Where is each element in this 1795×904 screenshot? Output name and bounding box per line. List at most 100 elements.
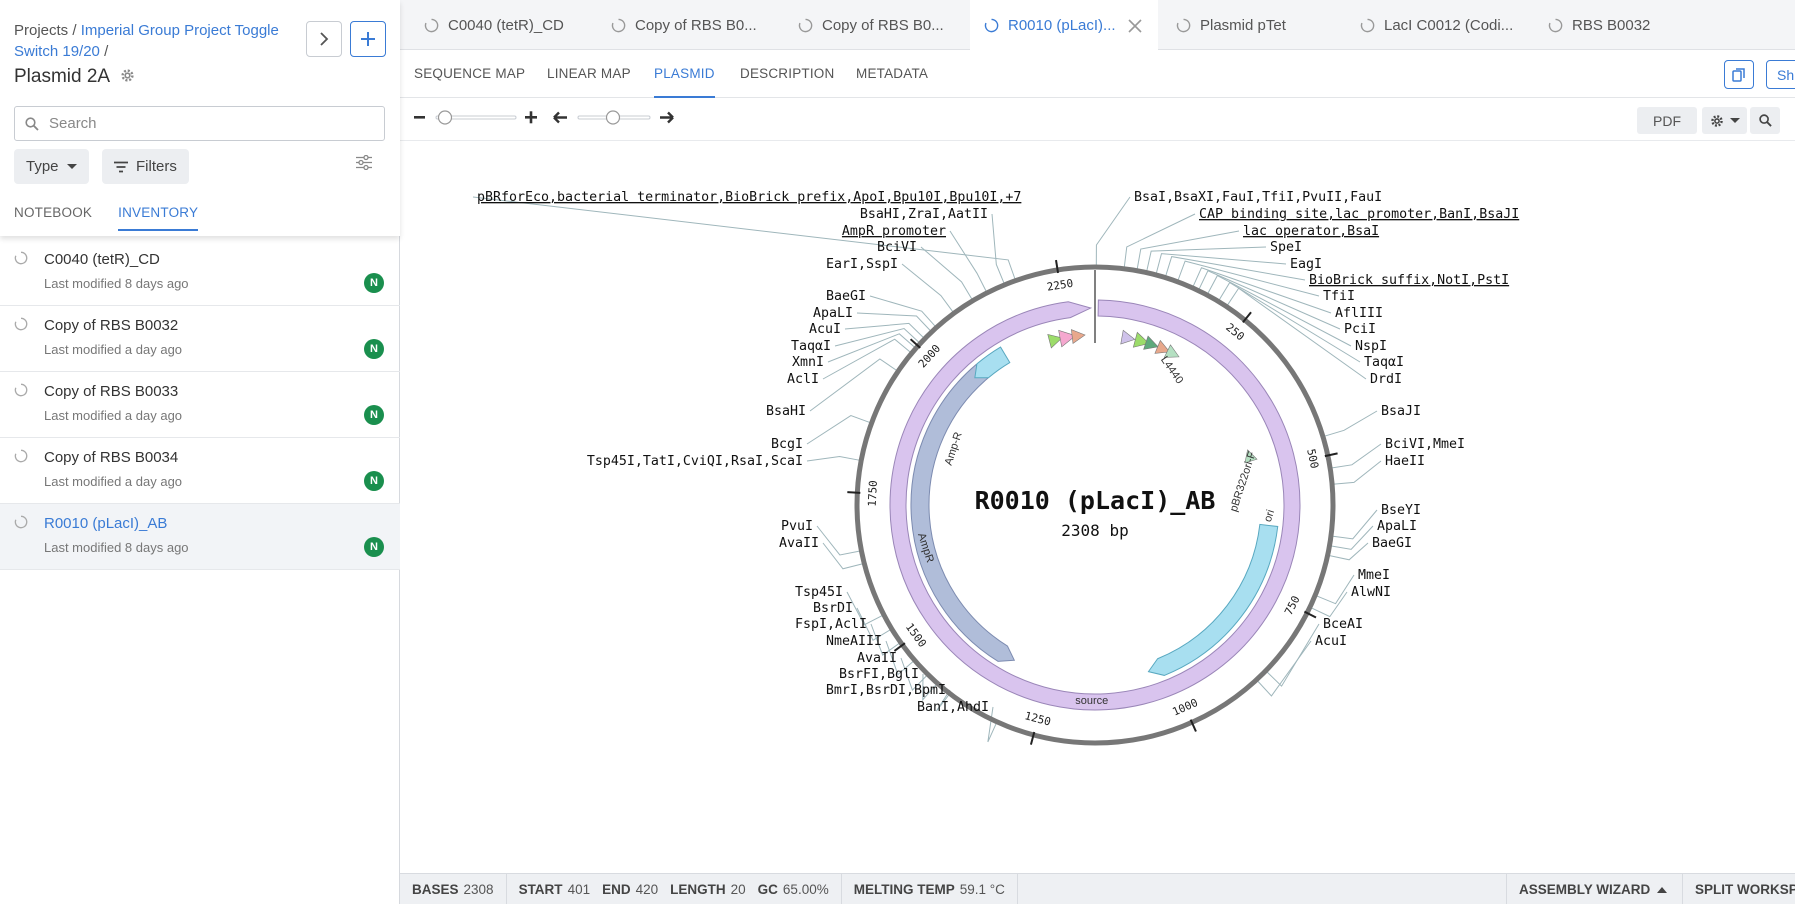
enzyme-label[interactable]: ApaLI [813,306,853,321]
copy-button[interactable] [1724,60,1754,89]
enzyme-label[interactable]: BcgI [771,437,803,452]
file-tab[interactable]: R0010 (pLacI)... [970,0,1158,51]
enzyme-label[interactable]: ApaLI [1377,519,1417,534]
feature-label[interactable]: L4440 [1158,354,1185,386]
gear-icon[interactable] [120,68,135,83]
l4440-marker[interactable] [1163,344,1180,358]
enzyme-label[interactable]: BceAI [1323,617,1363,632]
add-button[interactable] [350,21,386,57]
enzyme-label[interactable]: BmrI,BsrDI,BpmI [826,683,946,698]
enzyme-label[interactable]: BsaI,BsaXI,FauI,TfiI,PvuII,FauI [1134,190,1382,205]
amp-r-primer-feature[interactable] [974,346,1011,379]
rbs-marker[interactable] [1154,339,1171,354]
enzyme-label[interactable]: pBRforEco,bacterial terminator,BioBrick … [477,190,1021,205]
enzyme-label[interactable]: BciVI,MmeI [1385,437,1465,452]
tab-inventory[interactable]: INVENTORY [118,205,199,231]
zoom-out-icon[interactable] [414,116,425,119]
expand-button[interactable] [306,21,342,57]
terminator-marker[interactable] [1120,329,1136,345]
rotate-slider[interactable] [577,110,651,125]
enzyme-label[interactable]: AcuI [1315,634,1347,649]
enzyme-label[interactable]: BsaJI [1381,404,1421,419]
enzyme-label[interactable]: NspI [1355,339,1387,354]
list-item[interactable]: Copy of RBS B0033 Last modified a day ago… [0,372,400,438]
file-tab[interactable]: Plasmid pTet [1176,0,1360,50]
settings-dropdown[interactable] [1702,107,1747,134]
enzyme-label[interactable]: BsaHI,ZraI,AatII [860,207,988,222]
enzyme-label[interactable]: AvaII [857,651,897,666]
enzyme-label[interactable]: EarI,SspI [826,257,898,272]
ori-feature[interactable] [1147,523,1279,676]
enzyme-label[interactable]: CAP binding site,lac promoter,BanI,BsaJI [1199,207,1519,222]
enzyme-label[interactable]: BioBrick suffix,NotI,PstI [1309,273,1509,288]
promoter-marker[interactable] [1047,333,1063,349]
breadcrumb-root[interactable]: Projects / [14,22,77,39]
rotate-left-icon[interactable] [553,111,567,124]
source-feature[interactable] [889,299,1301,711]
enzyme-label[interactable]: MmeI [1358,568,1390,583]
enzyme-label[interactable]: TaqαI [1364,355,1404,370]
filters-button[interactable]: Filters [102,149,189,184]
enzyme-label[interactable]: PvuI [781,519,813,534]
search-input[interactable] [49,115,349,132]
enzyme-label[interactable]: PciI [1344,322,1376,337]
cap-site-marker[interactable] [1070,329,1086,344]
tab-notebook[interactable]: NOTEBOOK [14,205,93,220]
enzyme-label[interactable]: NmeAIII [826,634,882,649]
assembly-wizard-button[interactable]: ASSEMBLY WIZARD [1506,874,1682,904]
enzyme-label[interactable]: AclI [787,372,819,387]
biobrick-marker[interactable] [1132,331,1150,348]
type-dropdown[interactable]: Type [14,149,89,184]
feature-label[interactable]: Amp-R [943,431,965,467]
enzyme-label[interactable]: XmnI [792,355,824,370]
list-item[interactable]: C0040 (tetR)_CD Last modified 8 days ago N [0,240,400,306]
enzyme-label[interactable]: BaeGI [826,289,866,304]
enzyme-label[interactable]: BseYI [1381,503,1421,518]
enzyme-label[interactable]: BsrDI [813,601,853,616]
feature-label[interactable]: ori [1262,508,1277,523]
share-button[interactable]: Sh [1766,60,1795,89]
list-item[interactable]: R0010 (pLacI)_AB Last modified 8 days ago… [0,504,400,570]
enzyme-label[interactable]: EagI [1290,257,1322,272]
enzyme-label[interactable]: Tsp45I,TatI,CviQI,RsaI,ScaI [587,454,803,469]
enzyme-label[interactable]: AmpR promoter [842,224,946,239]
tab-linear-map[interactable]: LINEAR MAP [547,66,631,81]
feature-label[interactable]: source [1075,695,1108,707]
list-item[interactable]: Copy of RBS B0032 Last modified a day ago… [0,306,400,372]
enzyme-label[interactable]: TfiI [1323,289,1355,304]
zoom-slider[interactable] [435,110,517,125]
enzyme-label[interactable]: BsrFI,BglI [839,667,919,682]
pbr322-marker[interactable] [1244,449,1258,464]
ampr-feature[interactable] [910,363,1016,662]
tab-metadata[interactable]: METADATA [856,66,929,81]
enzyme-label[interactable]: BsaHI [766,404,806,419]
enzyme-label[interactable]: FspI,AclI [795,617,867,632]
find-button[interactable] [1750,107,1780,134]
feature-label[interactable]: pBR322ori-F [1228,450,1259,513]
file-tab[interactable]: Copy of RBS B0... [798,0,970,50]
pdf-button[interactable]: PDF [1637,107,1697,134]
primer-marker[interactable] [1143,335,1159,350]
zoom-in-icon[interactable] [525,111,537,124]
enzyme-label[interactable]: SpeI [1270,240,1302,255]
file-tab[interactable]: C0040 (tetR)_CD [424,0,611,50]
enzyme-label[interactable]: BaeGI [1372,536,1412,551]
breadcrumb-project-link[interactable]: Imperial Group Project Toggle Switch 19/… [14,22,279,60]
enzyme-label[interactable]: TaqαI [791,339,831,354]
close-icon[interactable] [1127,18,1142,33]
enzyme-label[interactable]: BanI,AhdI [917,700,989,715]
enzyme-label[interactable]: lac operator,BsaI [1243,224,1379,239]
enzyme-label[interactable]: BciVI [877,240,917,255]
enzyme-label[interactable]: AvaII [779,536,819,551]
split-workspace-button[interactable]: SPLIT WORKSP [1682,874,1795,904]
enzyme-label[interactable]: AlwNI [1351,585,1391,600]
tab-sequence-map[interactable]: SEQUENCE MAP [414,66,526,81]
enzyme-label[interactable]: AflIII [1335,306,1383,321]
tab-description[interactable]: DESCRIPTION [740,66,835,81]
rotate-right-icon[interactable] [660,111,674,124]
lac-operator-marker[interactable] [1058,329,1077,348]
enzyme-label[interactable]: Tsp45I [795,585,843,600]
enzyme-label[interactable]: AcuI [809,322,841,337]
tab-plasmid[interactable]: PLASMID [654,66,715,98]
